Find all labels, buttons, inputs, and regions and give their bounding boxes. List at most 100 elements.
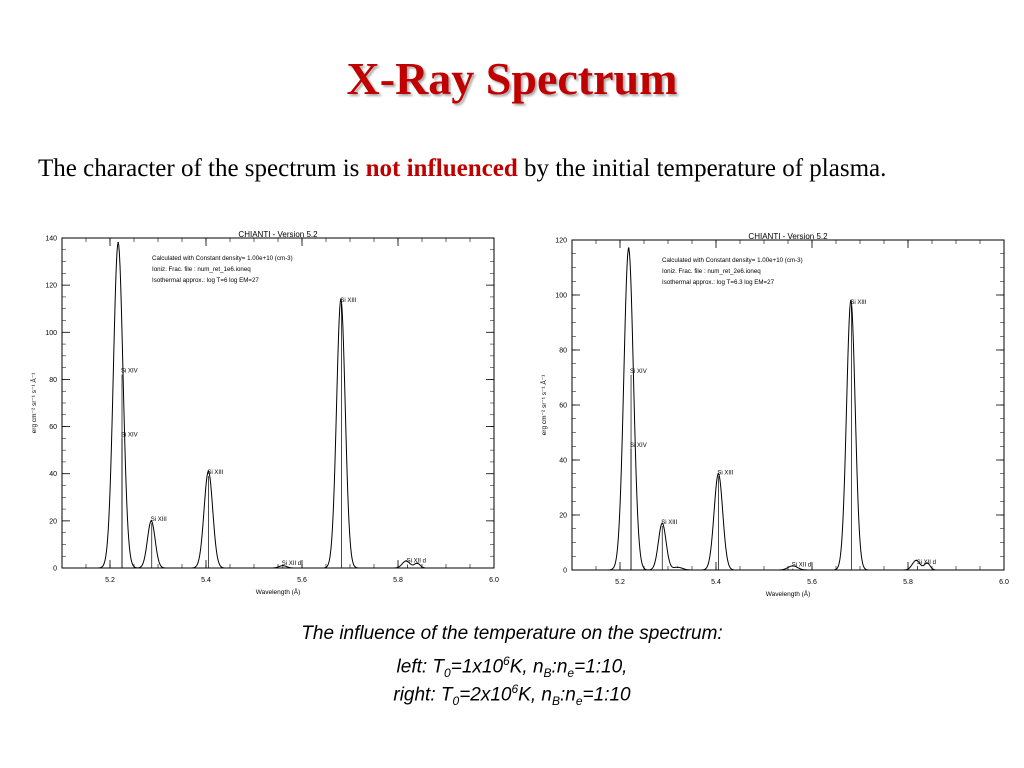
x-tick-label: 5.8 [903,579,913,586]
chart-title: CHIANTI - Version 5.2 [238,230,318,239]
caption-line1: The influence of the temperature on the … [301,623,723,644]
spectrum-chart-left: 5.2 5.4 5.6 5.8 6.0 0 20 40 60 80 100 120 140 CHIANTI… [28,228,508,600]
peak-point [405,560,407,562]
spectrum-plot-left: 5.2 5.4 5.6 5.8 6.0 0 20 40 60 80 100 120 140 CHIANTI… [29,230,499,596]
line-marker-label: Si XIV [121,432,138,438]
intro-highlight: not influenced [365,155,518,182]
x-tick-label: 6.0 [999,579,1009,586]
x-tick-label: 5.4 [711,579,721,586]
spectrum-line [62,242,494,569]
y-axis-label: erg cm⁻² sr⁻¹ s⁻¹ Å⁻¹ [29,372,38,434]
caption-right-eq: =2x10 [459,684,512,706]
caption-left-colon: :n [551,656,568,678]
x-axis-label: Wavelength (Å) [766,589,811,598]
x-tick-label: 5.2 [105,577,115,584]
peak-point [627,247,630,250]
line-marker-label: Si XII d [282,561,301,567]
peak-point [792,565,794,567]
caption-left-t-sub: 0 [444,666,451,681]
caption-right-nb-sub: B [551,694,560,709]
caption-right-exp: 6 [511,682,519,696]
caption-right-colon: :n [560,684,576,706]
caption-left-eq: =1x10 [450,656,504,678]
peak-point [926,562,928,564]
line-marker-label: Si XIII [207,470,223,476]
caption-right-prefix: right: T [393,684,453,706]
spectrum-plot-right: 5.2 5.4 5.6 5.8 6.0 0 20 40 60 80 100 120 CHIANTI - … [539,232,1009,598]
y-tick-label: 40 [559,458,567,465]
line-marker-label: Si XIV [630,443,647,449]
peak-point [915,559,917,562]
chart-note: Calculated with Constant density= 1.00e+… [662,257,803,264]
spectrum-chart-right: 5.2 5.4 5.6 5.8 6.0 0 20 40 60 80 100 120 CHIANTI - … [538,230,1018,602]
chart-note: Isothermal approx.: log T=6.3 log EM=27 [662,279,775,286]
line-marker-label: Si XII d [792,563,811,569]
y-tick-label: 60 [559,403,567,410]
peak-point [676,566,679,569]
intro-text: The character of the spectrum is not inf… [38,152,996,186]
y-tick-label: 0 [563,568,567,575]
x-tick-label: 5.4 [201,577,211,584]
caption-left-nb-sub: B [543,666,552,681]
line-marker-label: Si XIV [121,369,138,375]
line-marker-label: Si XII d [407,558,426,564]
y-tick-label: 100 [555,293,567,300]
spectrum-line [572,246,1004,571]
caption-left-prefix: left: T [396,656,445,678]
x-tick-label: 5.8 [393,577,403,584]
y-tick-label: 80 [559,348,567,355]
x-tick-label: 6.0 [489,577,499,584]
peak-point [207,470,210,473]
caption-right-mid: K, n [518,684,552,706]
line-marker-label: Si XIII [717,471,733,477]
slide-title: X-Ray Spectrum [346,53,678,104]
line-marker-label: Si XIV [630,369,647,375]
peak-point [850,299,852,302]
caption-right-t-sub: 0 [452,694,460,709]
line-marker-label: Si XIII [850,300,866,306]
x-tick-label: 5.6 [297,577,307,584]
intro-after: by the initial temperature of plasma. [517,155,887,182]
y-tick-label: 140 [45,236,57,243]
line-marker-label: Si XIII [661,520,677,526]
caption-left-exp: 6 [503,654,510,668]
y-tick-label: 100 [45,330,57,337]
plot-frame [61,237,495,569]
peak-point [717,472,720,475]
caption-left-ratio: =1:10, [574,656,628,678]
intro-before: The character of the spectrum is [38,155,366,182]
y-tick-label: 0 [53,566,57,573]
chart-note: Ioniz. Frac. file : num_ret_2e6.ioneq [662,268,761,275]
caption-left-ne-sub: e [567,666,575,681]
y-tick-label: 120 [555,238,567,245]
y-tick-label: 20 [559,513,567,520]
y-tick-label: 20 [49,518,57,525]
caption-right-params: right: T0=2x106K, nB:ne=1:10 [0,676,1024,715]
caption-right-ratio: =1:10 [582,684,631,706]
peak-point [150,520,153,522]
chart-note: Ioniz. Frac. file : num_ret_1e6.ioneq [152,266,251,273]
caption-left-mid: K, n [509,656,544,678]
y-axis-label: erg cm⁻² sr⁻¹ s⁻¹ Å⁻¹ [539,374,548,436]
peak-point [117,241,119,244]
peak-point [661,522,664,525]
x-axis-label: Wavelength (Å) [256,587,301,596]
peak-point [416,562,419,565]
line-marker-label: Si XIII [151,517,167,523]
chart-note: Isothermal approx.: log T=6 log EM=27 [152,277,259,284]
y-tick-label: 120 [45,283,57,290]
peak-point [340,298,342,301]
plot-frame [571,239,1005,571]
line-marker-label: Si XIII [340,298,356,304]
chart-note: Calculated with Constant density= 1.00e+… [152,255,293,262]
x-tick-label: 5.6 [807,579,817,586]
y-tick-label: 40 [49,471,57,478]
caption-left-params: left: T0=1x106K, nB:ne=1:10, [0,648,1024,687]
y-tick-label: 80 [49,377,57,384]
x-tick-label: 5.2 [615,579,625,586]
y-tick-label: 60 [49,424,57,431]
caption-right-ne-sub: e [575,694,583,709]
peak-point [282,564,284,567]
line-marker-label: Si XII d [917,560,936,566]
chart-title: CHIANTI - Version 5.2 [748,232,828,241]
